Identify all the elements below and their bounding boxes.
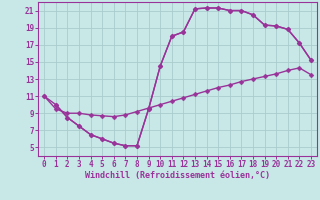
X-axis label: Windchill (Refroidissement éolien,°C): Windchill (Refroidissement éolien,°C) xyxy=(85,171,270,180)
